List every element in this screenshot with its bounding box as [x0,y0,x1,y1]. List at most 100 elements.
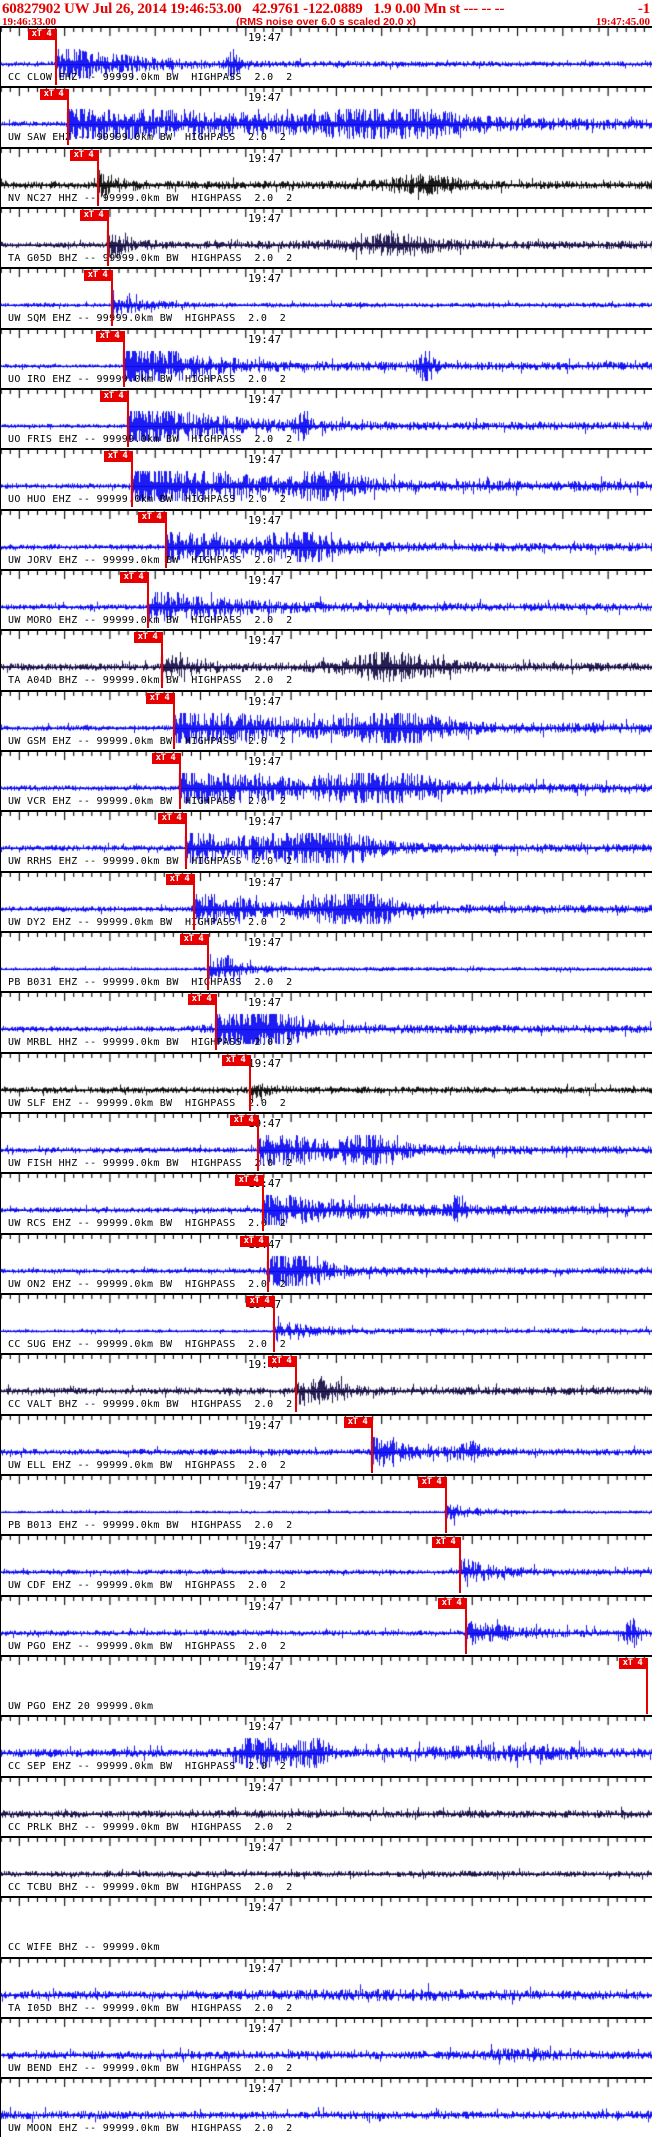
trace-waveform-canvas[interactable] [1,631,652,690]
station-channel-label[interactable]: UO HUO EHZ -- 99999.0km BW HIGHPASS 2.0 … [8,494,287,506]
pick-flag[interactable]: xT 4 [80,209,107,221]
station-channel-label[interactable]: UW VCR EHZ -- 99999.0km BW HIGHPASS 2.0 … [8,795,287,807]
pick-line[interactable] [173,692,175,749]
trace-waveform-canvas[interactable] [1,1656,652,1715]
station-channel-label[interactable]: UW RRHS EHZ -- 99999.0km BW HIGHPASS 2.0… [8,856,293,868]
pick-line[interactable] [207,933,209,990]
trace-waveform-canvas[interactable] [1,1415,652,1474]
station-channel-label[interactable]: CC WIFE BHZ -- 99999.0km [8,1942,160,1954]
pick-line[interactable] [127,390,129,447]
trace-waveform-canvas[interactable] [1,570,652,629]
trace-waveform-canvas[interactable] [1,1958,652,2017]
pick-flag[interactable]: xT 4 [188,994,215,1006]
trace-waveform-canvas[interactable] [1,1837,652,1896]
trace-waveform-canvas[interactable] [1,812,652,871]
pick-flag[interactable]: xT 4 [134,632,161,644]
trace-waveform-canvas[interactable] [1,932,652,991]
pick-flag[interactable]: xT 4 [84,270,111,282]
pick-flag[interactable]: xT 4 [222,1054,249,1066]
station-channel-label[interactable]: TA I05D BHZ -- 99999.0km BW HIGHPASS 2.0… [8,2002,293,2014]
pick-flag[interactable]: xT 4 [120,571,147,583]
pick-line[interactable] [67,89,69,146]
station-channel-label[interactable]: UW ELL EHZ -- 99999.0km BW HIGHPASS 2.0 … [8,1459,287,1471]
pick-line[interactable] [465,1597,467,1654]
station-channel-label[interactable]: UW MORO EHZ -- 99999.0km BW HIGHPASS 2.0… [8,614,293,626]
station-channel-label[interactable]: UW CDF EHZ -- 99999.0km BW HIGHPASS 2.0 … [8,1580,287,1592]
pick-flag[interactable]: xT 4 [619,1657,646,1669]
pick-line[interactable] [273,1295,275,1352]
pick-flag[interactable]: xT 4 [240,1235,267,1247]
trace-waveform-canvas[interactable] [1,993,652,1052]
station-channel-label[interactable]: UW DY2 EHZ -- 99999.0km BW HIGHPASS 2.0 … [8,916,287,928]
pick-line[interactable] [193,873,195,930]
station-channel-label[interactable]: UW SAW EHZ -- 99999.0km BW HIGHPASS 2.0 … [8,132,287,144]
pick-line[interactable] [123,330,125,387]
pick-line[interactable] [111,270,113,327]
pick-flag[interactable]: xT 4 [100,390,127,402]
trace-waveform-canvas[interactable] [1,1898,652,1957]
pick-flag[interactable]: xT 4 [104,451,131,463]
trace-waveform-canvas[interactable] [1,1355,652,1414]
trace-waveform-canvas[interactable] [1,691,652,750]
station-channel-label[interactable]: CC PRLK BHZ -- 99999.0km BW HIGHPASS 2.0… [8,1821,293,1833]
trace-waveform-canvas[interactable] [1,148,652,207]
station-channel-label[interactable]: UW PGO EHZ -- 99999.0km BW HIGHPASS 2.0 … [8,1640,287,1652]
pick-line[interactable] [107,209,109,266]
trace-waveform-canvas[interactable] [1,1113,652,1172]
station-channel-label[interactable]: UW MOON EHZ -- 99999.0km BW HIGHPASS 2.0… [8,2123,293,2135]
trace-waveform-canvas[interactable] [1,28,652,86]
trace-waveform-canvas[interactable] [1,208,652,267]
pick-line[interactable] [179,752,181,809]
pick-flag[interactable]: xT 4 [166,873,193,885]
pick-line[interactable] [445,1476,447,1533]
pick-line[interactable] [249,1054,251,1111]
pick-flag[interactable]: xT 4 [146,692,173,704]
pick-flag[interactable]: xT 4 [230,1114,257,1126]
trace-waveform-canvas[interactable] [1,1234,652,1293]
trace-waveform-canvas[interactable] [1,510,652,569]
trace-waveform-canvas[interactable] [1,1596,652,1655]
trace-waveform-canvas[interactable] [1,751,652,810]
pick-flag[interactable]: xT 4 [438,1597,465,1609]
pick-line[interactable] [215,994,217,1051]
pick-line[interactable] [165,511,167,568]
trace-waveform-canvas[interactable] [1,1294,652,1353]
station-channel-label[interactable]: PB B013 EHZ -- 99999.0km BW HIGHPASS 2.0… [8,1519,293,1531]
pick-line[interactable] [55,29,57,85]
pick-flag[interactable]: xT 4 [70,149,97,161]
pick-flag[interactable]: xT 4 [152,752,179,764]
station-channel-label[interactable]: UW MRBL HHZ -- 99999.0km BW HIGHPASS 2.0… [8,1037,293,1049]
pick-line[interactable] [295,1356,297,1413]
station-channel-label[interactable]: TA A04D BHZ -- 99999.0km BW HIGHPASS 2.0… [8,675,293,687]
pick-flag[interactable]: xT 4 [344,1416,371,1428]
pick-flag[interactable]: xT 4 [268,1356,295,1368]
station-channel-label[interactable]: UW SQM EHZ -- 99999.0km BW HIGHPASS 2.0 … [8,313,287,325]
pick-flag[interactable]: xT 4 [235,1175,262,1187]
station-channel-label[interactable]: CC CLOW EHZ -- 99999.0km BW HIGHPASS 2.0… [8,72,293,83]
pick-line[interactable] [147,571,149,628]
station-channel-label[interactable]: UW ON2 EHZ -- 99999.0km BW HIGHPASS 2.0 … [8,1278,287,1290]
station-channel-label[interactable]: UO IRO EHZ -- 99999.0km BW HIGHPASS 2.0 … [8,373,287,385]
pick-line[interactable] [185,813,187,870]
trace-waveform-canvas[interactable] [1,88,652,147]
station-channel-label[interactable]: UW FISH HHZ -- 99999.0km BW HIGHPASS 2.0… [8,1157,293,1169]
trace-waveform-canvas[interactable] [1,1053,652,1112]
trace-waveform-canvas[interactable] [1,2018,652,2077]
pick-line[interactable] [97,149,99,206]
station-channel-label[interactable]: PB B031 EHZ -- 99999.0km BW HIGHPASS 2.0… [8,976,293,988]
pick-flag[interactable]: xT 4 [40,89,67,101]
trace-waveform-canvas[interactable] [1,2079,652,2138]
station-channel-label[interactable]: CC VALT BHZ -- 99999.0km BW HIGHPASS 2.0… [8,1399,293,1411]
pick-line[interactable] [161,632,163,689]
trace-waveform-canvas[interactable] [1,1536,652,1595]
trace-waveform-canvas[interactable] [1,872,652,931]
pick-flag[interactable]: xT 4 [432,1537,459,1549]
pick-flag[interactable]: xT 4 [180,933,207,945]
station-channel-label[interactable]: CC TCBU BHZ -- 99999.0km BW HIGHPASS 2.0… [8,1881,293,1893]
station-channel-label[interactable]: UW SLF EHZ -- 99999.0km BW HIGHPASS 2.0 … [8,1097,287,1109]
pick-flag[interactable]: xT 4 [246,1295,273,1307]
station-channel-label[interactable]: UW JORV EHZ -- 99999.0km BW HIGHPASS 2.0… [8,554,293,566]
pick-line[interactable] [131,451,133,508]
pick-flag[interactable]: xT 4 [418,1476,445,1488]
station-channel-label[interactable]: UW BEND EHZ -- 99999.0km BW HIGHPASS 2.0… [8,2062,293,2074]
